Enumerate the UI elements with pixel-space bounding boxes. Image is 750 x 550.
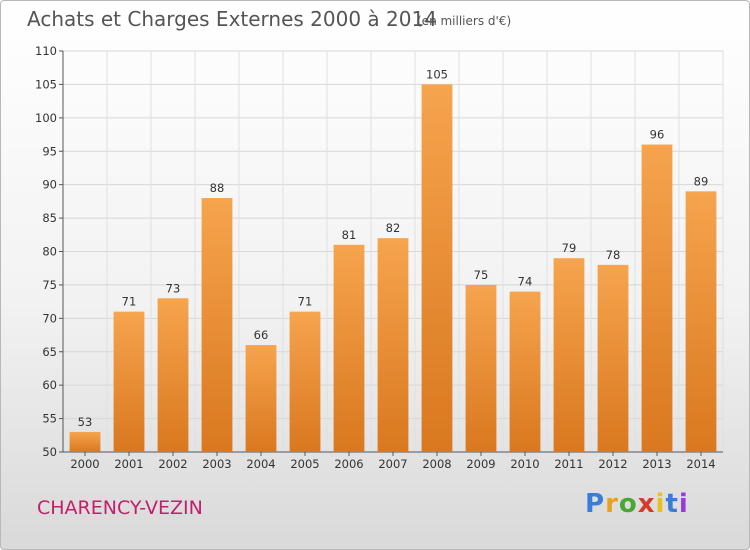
logo-letter: i (655, 489, 666, 519)
value-label-2005: 71 (298, 295, 313, 309)
x-tick-label-2004: 2004 (246, 457, 275, 471)
bar-2001 (113, 311, 145, 452)
value-label-2004: 66 (254, 328, 269, 342)
y-tick-label: 75 (42, 278, 57, 292)
y-tick-label: 90 (42, 178, 57, 192)
bar-2003 (201, 198, 233, 452)
x-tick-label-2000: 2000 (70, 457, 99, 471)
y-tick-label: 105 (35, 77, 57, 91)
bar-2011 (553, 258, 585, 452)
bar-2008 (421, 84, 453, 453)
x-tick-label-2010: 2010 (510, 457, 539, 471)
proxiti-logo: Proxiti (585, 489, 689, 519)
x-tick-label-2014: 2014 (686, 457, 715, 471)
value-label-2003: 88 (210, 181, 225, 195)
x-tick-label-2005: 2005 (290, 457, 319, 471)
x-tick-label-2006: 2006 (334, 457, 363, 471)
value-labels: 53 71 73 88 66 71 81 82 105 75 74 79 78 96 89 (78, 67, 709, 429)
chart-title: Achats et Charges Externes 2000 à 2014 (27, 7, 437, 31)
bar-2013 (641, 144, 673, 453)
value-label-2002: 73 (166, 281, 181, 295)
y-tick-label: 60 (42, 378, 57, 392)
bar-2004 (245, 345, 277, 452)
bar-2005 (289, 311, 321, 452)
x-tick-label-2003: 2003 (202, 457, 231, 471)
logo-letter: x (637, 489, 656, 519)
x-tick-label-2009: 2009 (466, 457, 495, 471)
logo-letter: t (665, 489, 679, 519)
chart-subtitle: (en milliers d'€) (417, 14, 512, 28)
bars (69, 84, 717, 453)
bar-2007 (377, 238, 409, 452)
logo-letter: r (605, 489, 619, 519)
x-tick-label-2008: 2008 (422, 457, 451, 471)
bar-2000 (69, 431, 101, 452)
value-label-2014: 89 (694, 174, 709, 188)
value-label-2010: 74 (518, 275, 533, 289)
y-tick-label: 80 (42, 245, 57, 259)
x-tick-label-2011: 2011 (554, 457, 583, 471)
bar-2002 (157, 298, 189, 452)
value-label-2012: 78 (606, 248, 621, 262)
y-tick-label: 65 (42, 345, 57, 359)
value-label-2013: 96 (650, 128, 665, 142)
value-label-2000: 53 (78, 415, 93, 429)
y-tick-label: 50 (42, 445, 57, 459)
logo-letter: P (585, 489, 606, 519)
logo-letter: i (678, 489, 689, 519)
value-label-2011: 79 (562, 241, 577, 255)
x-tick-label-2002: 2002 (158, 457, 187, 471)
value-label-2007: 82 (386, 221, 401, 235)
city-name: CHARENCY-VEZIN (37, 497, 203, 519)
bar-2012 (597, 264, 629, 452)
bar-2006 (333, 244, 365, 452)
value-label-2006: 81 (342, 228, 357, 242)
value-label-2009: 75 (474, 268, 489, 282)
y-tick-label: 55 (42, 412, 57, 426)
y-tick-label: 100 (35, 111, 57, 125)
y-tick-label: 95 (42, 144, 57, 158)
y-tick-label: 85 (42, 211, 57, 225)
x-tick-label-2013: 2013 (642, 457, 671, 471)
y-tick-label: 70 (42, 311, 57, 325)
x-tick-label-2007: 2007 (378, 457, 407, 471)
bar-2009 (465, 284, 497, 452)
bar-2010 (509, 291, 541, 452)
logo-letter: o (618, 489, 638, 519)
y-tick-label: 110 (35, 44, 57, 58)
x-tick-label-2012: 2012 (598, 457, 627, 471)
value-label-2001: 71 (122, 295, 137, 309)
x-tick-label-2001: 2001 (114, 457, 143, 471)
bar-2014 (685, 191, 717, 452)
value-label-2008: 105 (426, 67, 448, 81)
